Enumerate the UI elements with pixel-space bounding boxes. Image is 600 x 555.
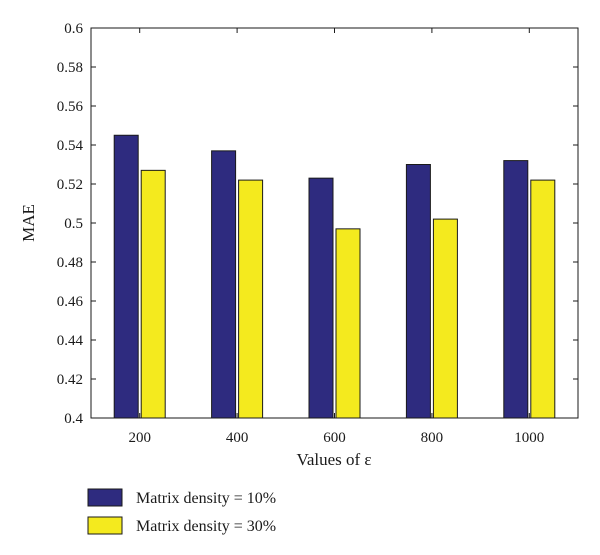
y-tick-label: 0.58 [57, 60, 83, 76]
y-tick-label: 0.5 [64, 216, 83, 232]
bar-series-2-1000 [530, 179, 556, 419]
bar-series-2-200 [140, 169, 166, 419]
legend-swatch-series-1 [87, 488, 123, 507]
bar-series-2-600 [335, 228, 361, 419]
x-tick-label: 400 [226, 430, 249, 446]
bar-series-1-600 [308, 177, 334, 419]
y-tick-label: 0.44 [57, 333, 84, 349]
y-tick-label: 0.56 [57, 99, 84, 115]
x-tick-label: 600 [323, 430, 346, 446]
bar-series-2-400 [238, 179, 264, 419]
bar-series-1-400 [211, 150, 237, 419]
bar-series-1-1000 [503, 160, 529, 419]
axis-ticks: 0.4 0.42 0.44 0.46 0.48 0.5 0.52 0.54 0.56 0.58 0.… [57, 21, 578, 446]
bars [113, 134, 556, 419]
plot-area [90, 27, 579, 419]
legend: Matrix density = 10% Matrix density = 30% [87, 488, 276, 535]
x-tick-label: 200 [128, 430, 151, 446]
y-tick-label: 0.42 [57, 372, 83, 388]
y-tick-label: 0.54 [57, 138, 84, 154]
x-tick-label: 1000 [514, 430, 544, 446]
y-axis-label: MAE [19, 204, 38, 242]
legend-label-series-1: Matrix density = 10% [136, 490, 276, 507]
bar-series-2-800 [432, 218, 458, 419]
y-tick-label: 0.4 [64, 411, 83, 427]
x-axis-label: Values of ε [296, 450, 371, 469]
legend-swatch-series-2 [87, 516, 123, 535]
y-tick-label: 0.48 [57, 255, 83, 271]
x-tick-label: 800 [421, 430, 444, 446]
y-tick-label: 0.6 [64, 21, 83, 37]
legend-label-series-2: Matrix density = 30% [136, 518, 276, 535]
y-tick-label: 0.46 [57, 294, 84, 310]
y-tick-label: 0.52 [57, 177, 83, 193]
bar-series-1-800 [405, 164, 431, 419]
bar-series-1-200 [113, 134, 139, 419]
